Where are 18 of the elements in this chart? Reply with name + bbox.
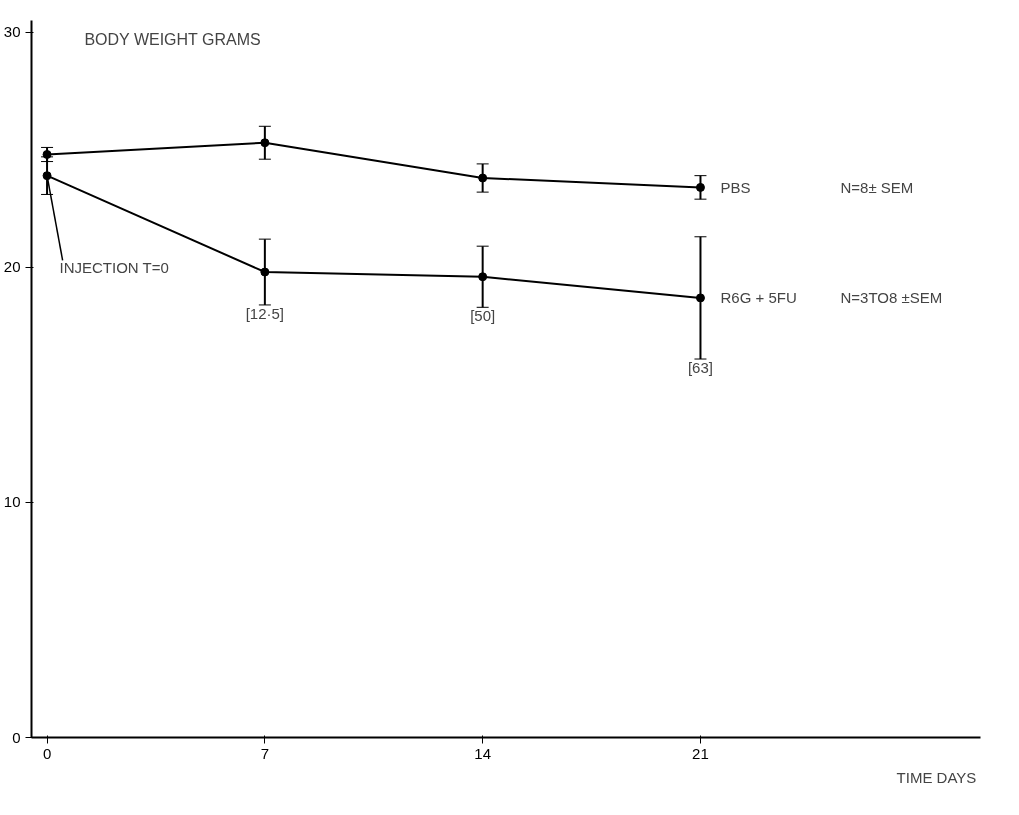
annotation: [50]	[470, 307, 496, 325]
annotation: [63]	[687, 359, 713, 377]
y-tick-label: 10	[3, 493, 21, 511]
series-label: PBS	[720, 178, 751, 196]
annotation: [12·5]	[245, 304, 285, 322]
y-tick-label: 20	[3, 258, 21, 276]
x-tick-label: 21	[692, 744, 709, 762]
annotation: N=8± SEM	[840, 178, 914, 196]
text: BODY WEIGHT GRAMS	[84, 30, 261, 48]
annotation: INJECTION T=0	[59, 258, 169, 276]
x-tick-label: 7	[260, 744, 270, 762]
y-tick-label: 30	[3, 23, 21, 41]
x-tick-label: 14	[474, 744, 492, 762]
annotation: N=3TO8 ±SEM	[840, 289, 943, 307]
x-tick-label: 0	[42, 744, 52, 762]
series-label: R6G + 5FU	[720, 289, 797, 307]
y-tick-label: 0	[12, 728, 21, 746]
x-axis-title: TIME DAYS	[896, 768, 977, 786]
